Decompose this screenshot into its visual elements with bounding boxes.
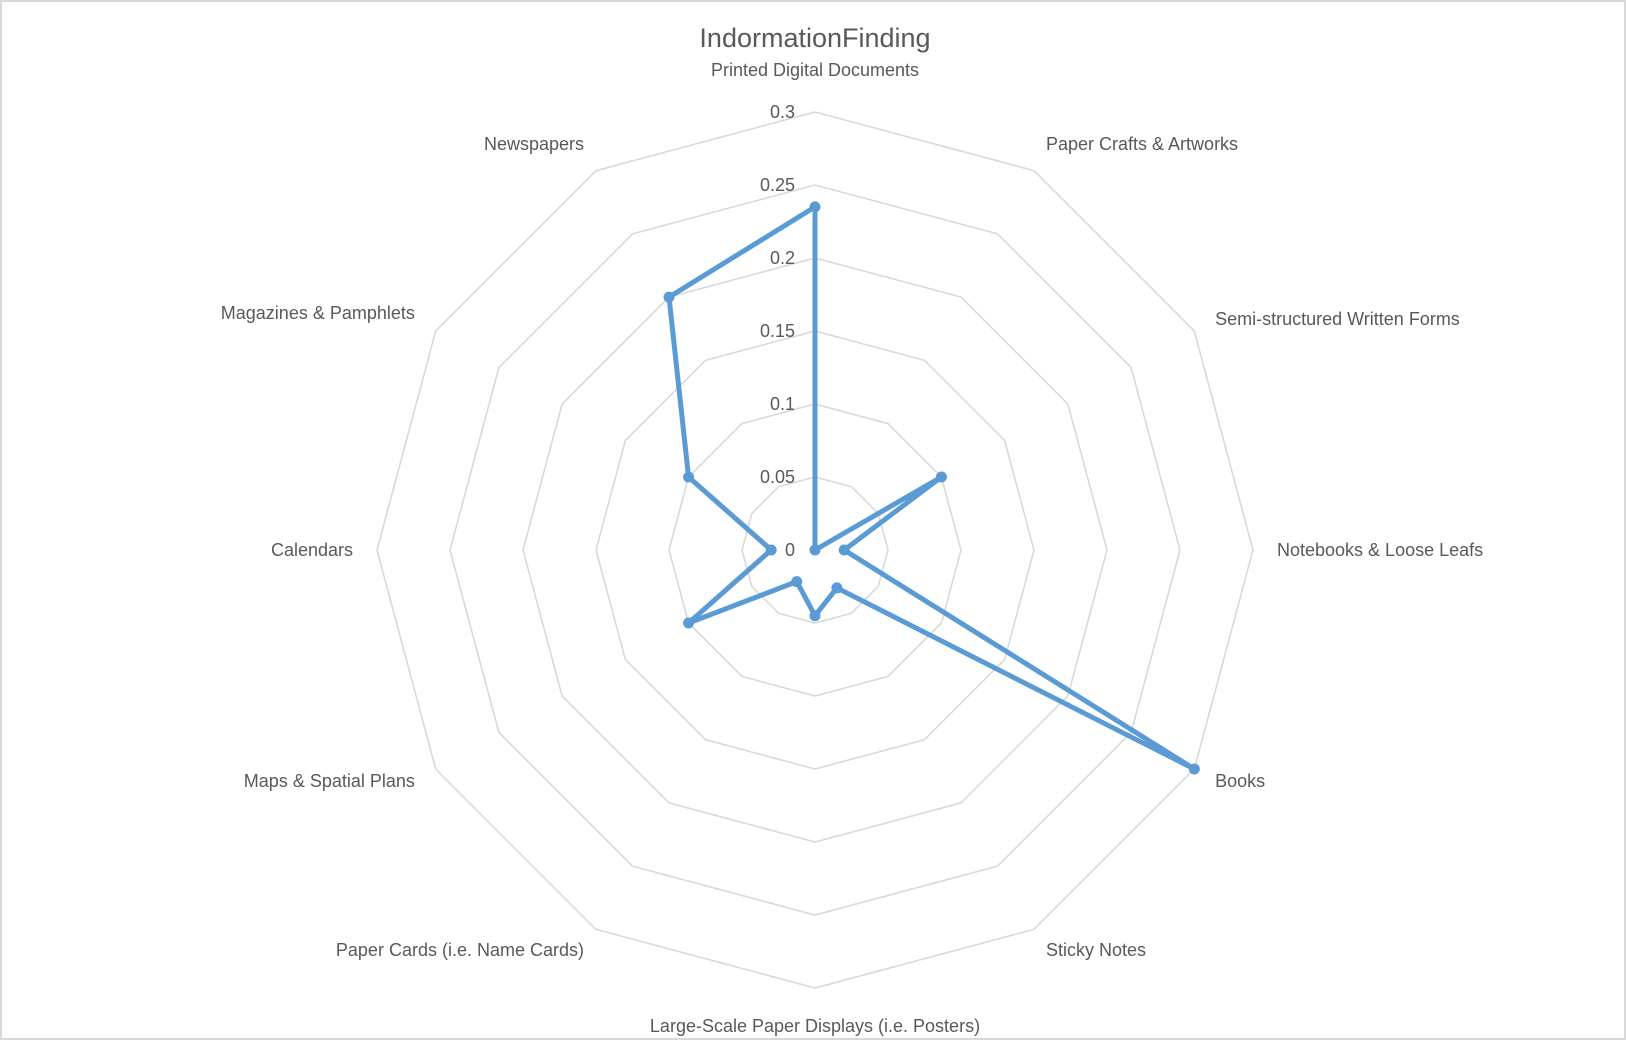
category-label-7: Paper Cards (i.e. Name Cards): [336, 940, 584, 960]
category-label-11: Newspapers: [484, 134, 584, 154]
category-label-1: Paper Crafts & Artworks: [1046, 134, 1238, 154]
category-label-4: Books: [1215, 771, 1265, 791]
data-point-1: [809, 544, 821, 556]
category-label-3: Notebooks & Loose Leafs: [1277, 540, 1483, 560]
tick-label-3: 0.15: [760, 321, 795, 341]
tick-label-4: 0.2: [770, 248, 795, 268]
category-label-10: Magazines & Pamphlets: [221, 303, 415, 323]
data-point-4: [1188, 763, 1200, 775]
tick-label-0: 0: [785, 540, 795, 560]
category-label-2: Semi-structured Written Forms: [1215, 309, 1460, 329]
data-point-0: [809, 201, 821, 213]
data-point-10: [683, 471, 695, 483]
series-layer: [663, 201, 1200, 775]
grid-ring-3: [595, 330, 1035, 770]
data-point-5: [831, 582, 843, 594]
tick-label-2: 0.1: [770, 394, 795, 414]
data-point-11: [663, 291, 675, 303]
data-point-8: [683, 617, 695, 629]
chart-title: IndormationFinding: [699, 23, 930, 53]
data-point-2: [935, 471, 947, 483]
category-label-8: Maps & Spatial Plans: [244, 771, 415, 791]
tick-label-6: 0.3: [770, 102, 795, 122]
grid-ring-4: [522, 257, 1108, 843]
radial-axis-ticks: 0 0.05 0.1 0.15 0.2 0.25 0.3: [760, 102, 795, 560]
data-point-6: [809, 610, 821, 622]
category-labels: Printed Digital Documents Paper Crafts & …: [221, 60, 1483, 1036]
data-point-3: [838, 544, 850, 556]
data-point-9: [765, 544, 777, 556]
tick-label-1: 0.05: [760, 467, 795, 487]
tick-label-5: 0.25: [760, 175, 795, 195]
category-label-9: Calendars: [271, 540, 353, 560]
grid-ring-5: [449, 184, 1181, 916]
data-point-7: [791, 576, 803, 588]
category-label-5: Sticky Notes: [1046, 940, 1146, 960]
grid-ring-6: [376, 111, 1254, 989]
category-label-6: Large-Scale Paper Displays (i.e. Posters…: [650, 1016, 980, 1036]
series-line-0: [666, 204, 1197, 772]
category-label-0: Printed Digital Documents: [711, 60, 919, 80]
